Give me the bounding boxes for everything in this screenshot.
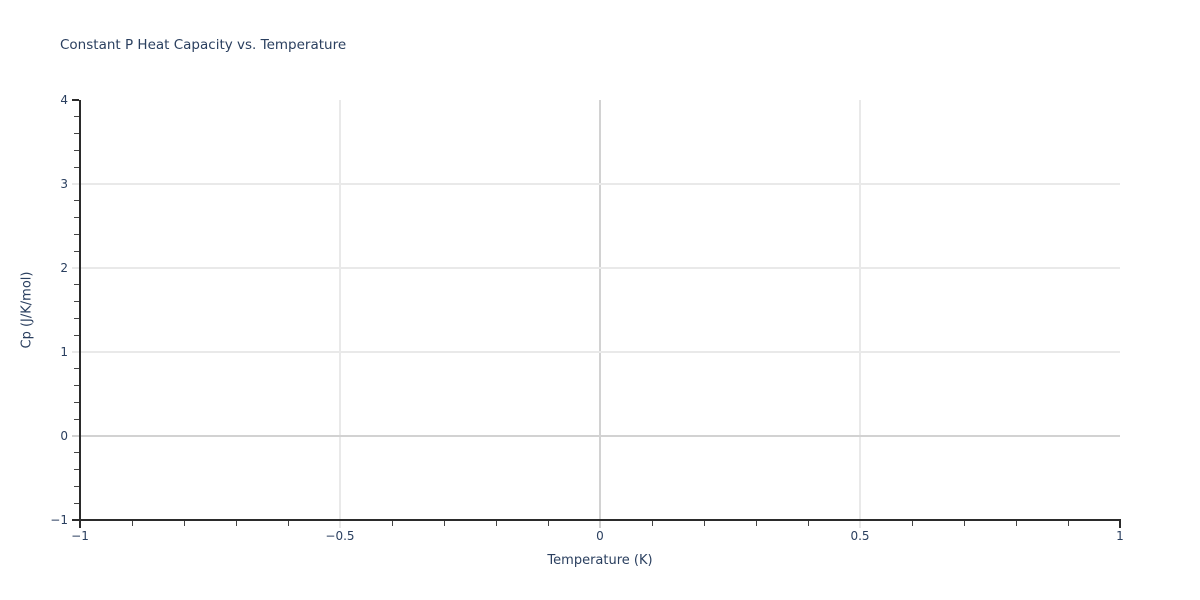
y-minor-tick: [74, 485, 79, 487]
y-minor-tick: [74, 334, 79, 336]
x-tick-label: 0.5: [850, 529, 870, 543]
y-tick-label: 1: [60, 344, 68, 359]
y-tick-label: 0: [60, 428, 68, 443]
y-tick-label: 3: [60, 176, 68, 191]
x-tick-label: 1: [1116, 529, 1124, 543]
x-minor-tick: [495, 521, 497, 526]
x-minor-tick: [131, 521, 133, 526]
x-gridline: [339, 100, 341, 520]
y-minor-tick: [74, 200, 79, 202]
x-minor-tick: [703, 521, 705, 526]
x-minor-tick: [651, 521, 653, 526]
y-major-tick: [72, 99, 79, 101]
y-tick-label: −1: [50, 512, 68, 527]
y-minor-tick: [74, 301, 79, 303]
y-zeroline: [80, 435, 1120, 437]
y-tick-label: 4: [60, 92, 68, 107]
x-axis-line: [79, 519, 1121, 521]
x-major-tick: [859, 521, 861, 528]
y-minor-tick: [74, 233, 79, 235]
x-minor-tick: [911, 521, 913, 526]
x-minor-tick: [235, 521, 237, 526]
x-tick-label: −1: [71, 529, 89, 543]
x-minor-tick: [547, 521, 549, 526]
y-major-tick: [72, 267, 79, 269]
y-minor-tick: [74, 385, 79, 387]
y-minor-tick: [74, 284, 79, 286]
y-minor-tick: [74, 317, 79, 319]
x-minor-tick: [1067, 521, 1069, 526]
y-minor-tick: [74, 149, 79, 151]
x-minor-tick: [1015, 521, 1017, 526]
y-tick-label: 2: [60, 260, 68, 275]
y-minor-tick: [74, 250, 79, 252]
x-major-tick: [339, 521, 341, 528]
x-tick-label: −0.5: [325, 529, 355, 543]
y-minor-tick: [74, 418, 79, 420]
chart-title: Constant P Heat Capacity vs. Temperature: [60, 37, 347, 53]
y-major-tick: [72, 435, 79, 437]
x-minor-tick: [287, 521, 289, 526]
y-minor-tick: [74, 133, 79, 135]
x-major-tick: [79, 521, 81, 528]
y-major-tick: [72, 351, 79, 353]
x-minor-tick: [755, 521, 757, 526]
x-gridline: [859, 100, 861, 520]
y-minor-tick: [74, 469, 79, 471]
y-axis-title: Cp (J/K/mol): [19, 271, 35, 349]
y-minor-tick: [74, 166, 79, 168]
y-major-tick: [72, 519, 79, 521]
y-minor-tick: [74, 368, 79, 370]
x-axis-title: Temperature (K): [547, 553, 653, 568]
x-tick-label: 0: [596, 529, 604, 543]
y-gridline: [80, 183, 1120, 185]
x-minor-tick: [963, 521, 965, 526]
y-minor-tick: [74, 502, 79, 504]
x-minor-tick: [183, 521, 185, 526]
x-major-tick: [1119, 521, 1121, 528]
y-gridline: [80, 351, 1120, 353]
y-minor-tick: [74, 116, 79, 118]
x-minor-tick: [807, 521, 809, 526]
y-minor-tick: [74, 452, 79, 454]
x-zeroline: [599, 100, 601, 520]
y-gridline: [80, 267, 1120, 269]
y-major-tick: [72, 183, 79, 185]
y-minor-tick: [74, 401, 79, 403]
y-minor-tick: [74, 217, 79, 219]
x-minor-tick: [391, 521, 393, 526]
x-minor-tick: [443, 521, 445, 526]
x-major-tick: [599, 521, 601, 528]
y-axis-line: [79, 100, 81, 521]
